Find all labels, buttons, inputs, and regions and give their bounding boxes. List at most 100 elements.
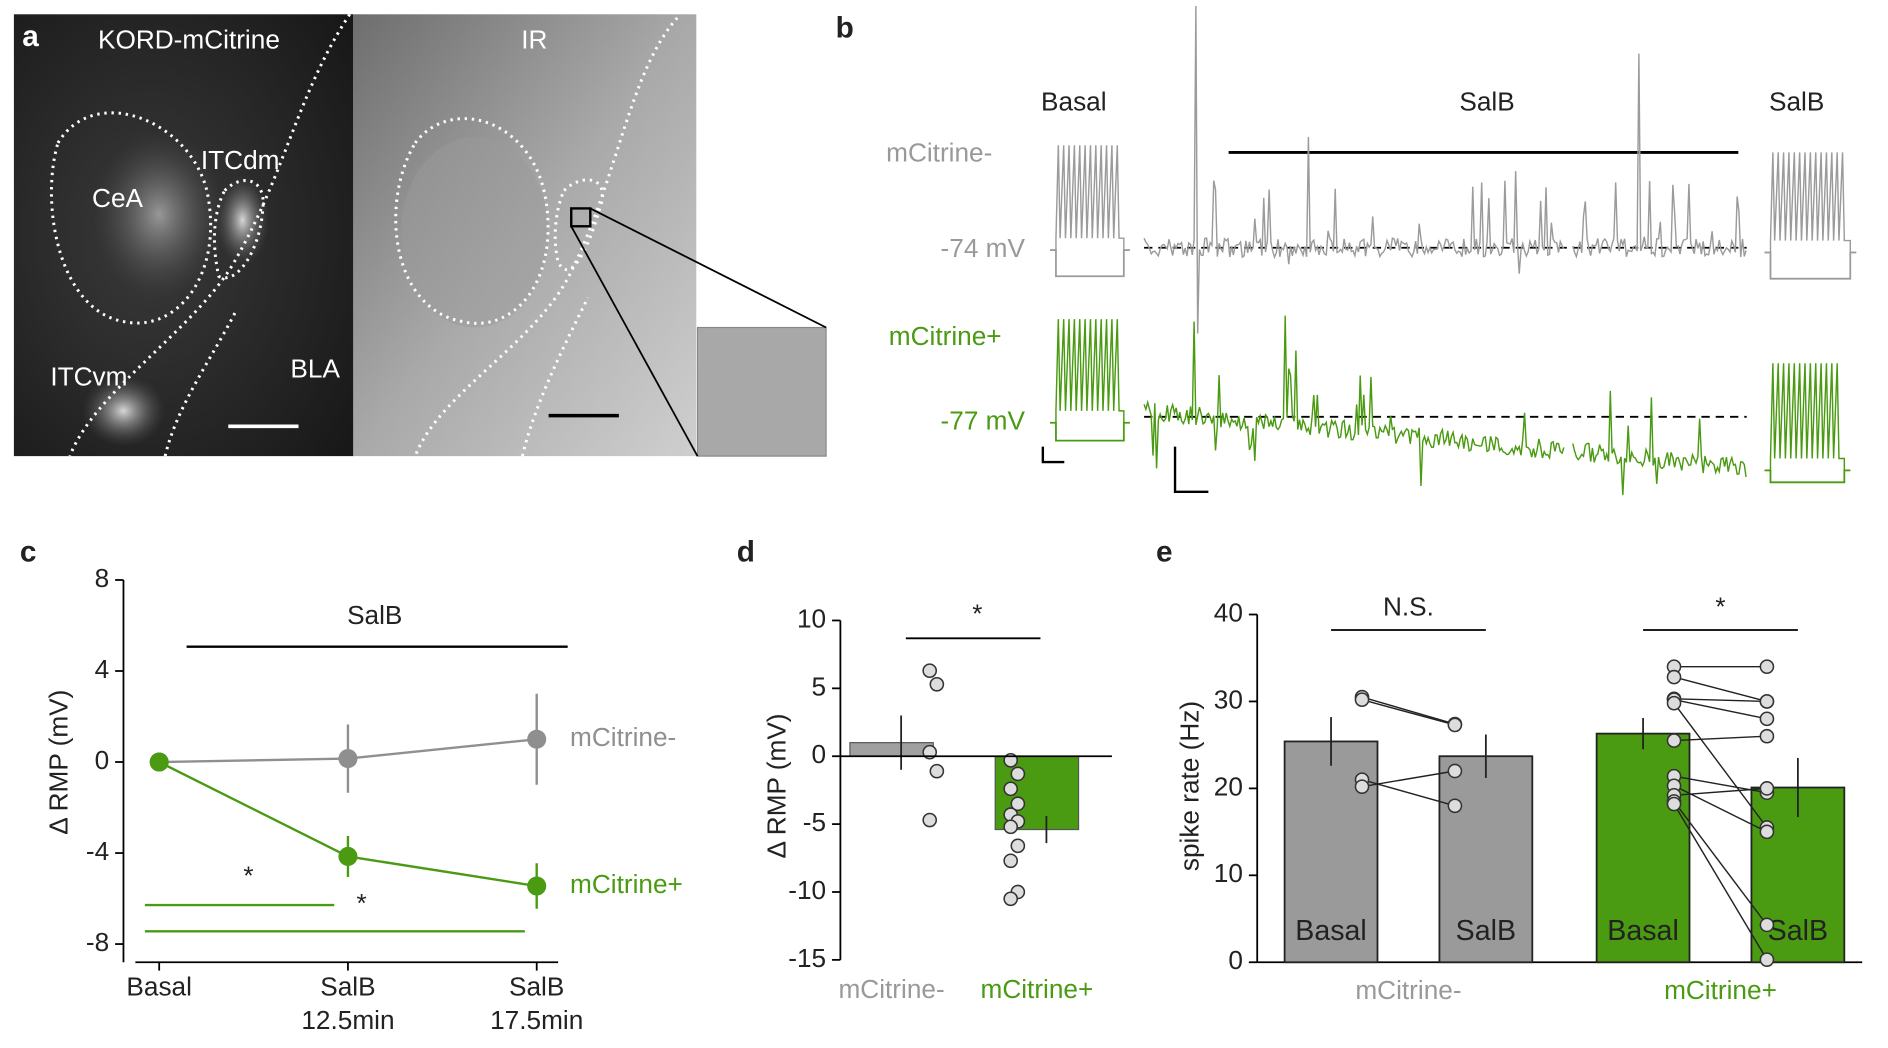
pair-line <box>1674 698 1767 703</box>
panel-label: c <box>20 536 37 569</box>
data-point <box>1003 781 1019 797</box>
data-point <box>929 763 945 779</box>
y-tick-label: 10 <box>1214 858 1243 888</box>
glow <box>93 131 225 298</box>
data-point <box>1666 695 1682 711</box>
y-tick-label: -10 <box>788 875 826 905</box>
pair-line <box>1673 785 1768 833</box>
data-point <box>1666 733 1682 748</box>
pair-line <box>1673 676 1768 703</box>
bar-label: SalB <box>1456 915 1516 947</box>
bar <box>849 742 934 757</box>
scale-bar <box>1173 446 1209 494</box>
data-point <box>1759 694 1775 709</box>
region-label: ITCdm <box>201 145 280 175</box>
x-tick-label: mCitrine- <box>838 974 944 1004</box>
data-point <box>1759 952 1775 967</box>
y-tick-label: 30 <box>1214 684 1243 714</box>
y-axis-label: spike rate (Hz) <box>1175 701 1205 871</box>
significance-label: * <box>972 599 982 629</box>
y-tick-label: -15 <box>788 943 826 973</box>
step-trace <box>1049 145 1130 251</box>
data-point <box>1447 763 1463 779</box>
data-point <box>338 846 358 866</box>
y-tick-label: 0 <box>1228 945 1243 975</box>
x-tick-label: mCitrine+ <box>981 974 1094 1004</box>
data-point <box>338 749 358 769</box>
data-point <box>1010 796 1026 812</box>
panel-label: d <box>737 536 755 569</box>
step-trace <box>1049 421 1130 442</box>
series-label: mCitrine+ <box>570 869 683 899</box>
data-point <box>922 812 938 828</box>
group-label: mCitrine- <box>1355 975 1461 1005</box>
data-point <box>1666 669 1682 685</box>
y-tick-label: -5 <box>803 807 826 837</box>
pair-line <box>1673 803 1768 961</box>
cea-shade <box>400 136 549 328</box>
data-point <box>1003 853 1019 869</box>
step-trace <box>1764 363 1851 472</box>
pair-line <box>1673 787 1767 797</box>
data-point <box>1354 779 1370 794</box>
y-tick-label: -8 <box>86 927 109 957</box>
region-label: CeA <box>92 183 143 213</box>
cell-label: mCitrine- <box>886 138 992 168</box>
pair-line <box>1673 800 1768 926</box>
y-tick-label: -4 <box>86 836 109 866</box>
step-trace <box>1049 319 1130 424</box>
scale-bar <box>1041 446 1065 464</box>
y-axis-label: Δ RMP (mV) <box>43 690 73 835</box>
data-point <box>1447 717 1463 733</box>
image-title: KORD-mCitrine <box>98 25 280 55</box>
condition-label: SalB <box>1459 87 1514 117</box>
region-label: ITCvm <box>50 362 127 392</box>
glow <box>81 375 166 447</box>
inset-box <box>570 207 592 228</box>
treatment-label: SalB <box>347 600 402 630</box>
x-tick-label: SalB 17.5min <box>490 971 583 1034</box>
x-tick-label: SalB 12.5min <box>301 971 394 1034</box>
step-trace <box>1049 249 1130 278</box>
group-label: mCitrine+ <box>1664 975 1777 1005</box>
bar-label: Basal <box>1295 915 1367 947</box>
data-point <box>1666 796 1682 812</box>
region-label: BLA <box>290 353 340 383</box>
glow <box>216 175 269 266</box>
pair-line <box>1673 735 1767 742</box>
significance-label: N.S. <box>1383 591 1434 621</box>
image-title: IR <box>521 25 547 55</box>
outlines <box>49 13 679 457</box>
y-tick-label: 8 <box>95 563 110 593</box>
y-tick-label: 0 <box>812 739 827 769</box>
trace <box>1143 5 1747 334</box>
bar-label: Basal <box>1607 915 1679 947</box>
pair-line <box>1361 696 1456 725</box>
data-point <box>527 876 547 896</box>
bar-label: SalB <box>1768 915 1828 947</box>
pair-line <box>1361 770 1456 788</box>
bar <box>1438 755 1534 964</box>
inset-line <box>570 225 699 457</box>
data-point <box>1759 824 1775 840</box>
y-tick-label: 10 <box>797 603 826 633</box>
data-point <box>1759 728 1775 744</box>
data-point <box>1759 781 1775 796</box>
significance-label: * <box>243 861 253 891</box>
step-trace <box>1764 152 1857 254</box>
step-trace <box>1764 251 1857 280</box>
y-axis-label: Δ RMP (mV) <box>761 713 791 858</box>
y-tick-label: 0 <box>95 745 110 775</box>
data-point <box>1759 711 1775 727</box>
data-point <box>1447 798 1463 814</box>
y-tick-label: 20 <box>1214 771 1243 801</box>
rmp-label: -77 mV <box>941 406 1026 436</box>
data-point <box>1010 838 1026 854</box>
data-point <box>1354 692 1370 708</box>
data-point <box>149 752 169 772</box>
series-label: mCitrine- <box>570 722 676 752</box>
panel-label: a <box>22 20 39 53</box>
data-point <box>922 663 938 679</box>
trace <box>1143 315 1747 496</box>
